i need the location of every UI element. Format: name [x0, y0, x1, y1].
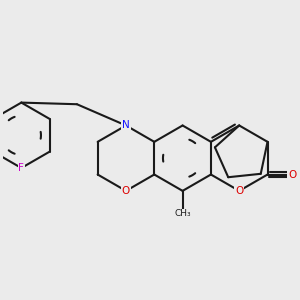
Text: CH₃: CH₃ — [174, 209, 191, 218]
Text: O: O — [235, 186, 243, 196]
Text: O: O — [288, 169, 296, 179]
Text: O: O — [122, 186, 130, 196]
Text: N: N — [122, 121, 130, 130]
Text: F: F — [18, 163, 24, 173]
